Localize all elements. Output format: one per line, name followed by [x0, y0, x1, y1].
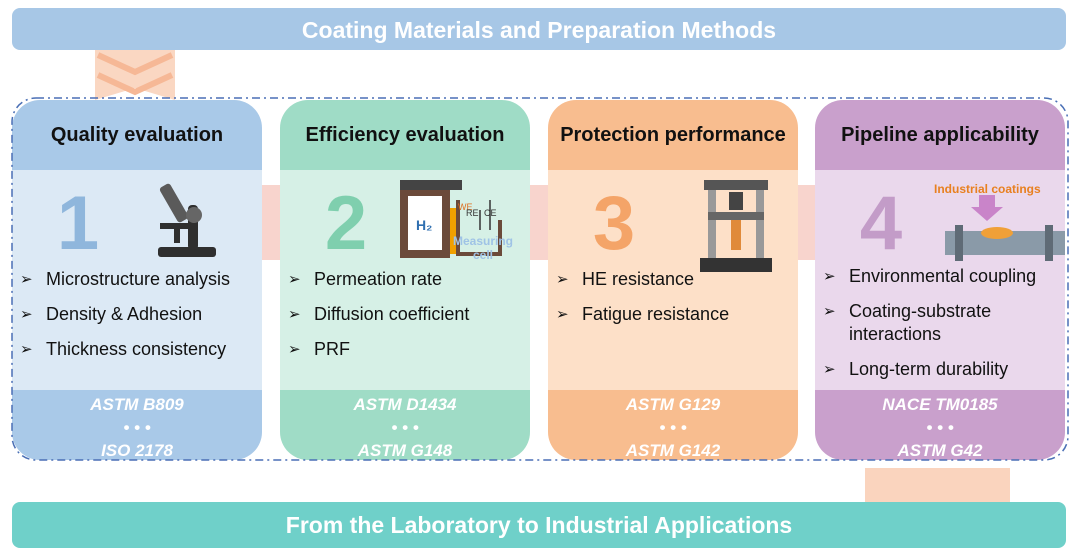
standard: • • •: [123, 418, 151, 437]
card-title: Pipeline applicability: [841, 124, 1039, 146]
standard: ASTM B809: [90, 395, 184, 414]
list-item: ➢ Microstructure analysis: [20, 268, 256, 291]
list-item: ➢ Long-term durability: [823, 358, 1059, 381]
item-text: Thickness consistency: [46, 339, 227, 359]
coating-label: Industrial coatings: [934, 182, 1041, 196]
item-text: Density & Adhesion: [46, 304, 203, 324]
microscope-icon: [158, 183, 216, 257]
list-item: ➢ HE resistance: [556, 268, 792, 291]
item-text: HE resistance: [582, 269, 695, 289]
item-list: ➢ Permeation rate ➢ Diffusion coefficient ➢ P…: [288, 268, 524, 373]
chevron: [96, 52, 174, 96]
list-item: ➢ Permeation rate: [288, 268, 524, 291]
cell-icon: [400, 180, 502, 258]
bullet: ➢: [20, 271, 33, 288]
bullet: ➢: [20, 341, 33, 358]
electrode-label: WE: [458, 202, 473, 212]
header-bar: [12, 8, 1066, 50]
bullet: ➢: [288, 271, 301, 288]
card-number: 2: [324, 181, 368, 266]
item-text: Microstructure analysis: [46, 269, 231, 289]
card-title: Protection performance: [560, 124, 786, 146]
list-item: ➢ Environmental coupling: [823, 265, 1059, 288]
standard: ASTM G129: [625, 395, 721, 414]
cell-label: Measuring cell: [452, 234, 513, 262]
list-item: ➢ Coating-substrate interactions: [823, 300, 1059, 346]
item-text: Environmental coupling: [849, 266, 1037, 286]
header-title: Coating Materials and Preparation Method…: [301, 17, 777, 43]
bullet: ➢: [288, 341, 301, 358]
list-item: ➢ Density & Adhesion: [20, 303, 256, 326]
footer-bar: [12, 502, 1066, 548]
list-item: ➢ Fatigue resistance: [556, 303, 792, 326]
item-text: Permeation rate: [314, 269, 443, 289]
electrode-label: CE: [484, 208, 497, 218]
item-text: Fatigue resistance: [582, 304, 730, 324]
gas-label: H₂: [416, 217, 433, 233]
standard: • • •: [391, 418, 419, 437]
standard: ASTM G42: [897, 441, 983, 460]
card-body: [815, 170, 1065, 390]
standard: ASTM D1434: [353, 395, 457, 414]
list-item: ➢ PRF: [288, 338, 524, 361]
standard: ASTM G148: [357, 441, 453, 460]
item-text: Diffusion coefficient: [314, 304, 470, 324]
card-number: 1: [56, 181, 100, 266]
standard: • • •: [926, 418, 954, 437]
bullet: ➢: [556, 271, 569, 288]
list-item: ➢ Diffusion coefficient: [288, 303, 524, 326]
bullet: ➢: [20, 306, 33, 323]
bullet: ➢: [556, 306, 569, 323]
card-body: [12, 170, 262, 390]
standard: • • •: [659, 418, 687, 437]
bullet: ➢: [823, 303, 836, 320]
card-number: 4: [859, 181, 903, 266]
standard: ASTM G142: [625, 441, 721, 460]
item-text: PRF: [314, 339, 350, 359]
item-list: ➢ Microstructure analysis ➢ Density & Adhes…: [20, 268, 256, 373]
footer-title: From the Laboratory to Industrial Applic…: [285, 512, 793, 538]
standard: NACE TM0185: [882, 395, 998, 414]
tensile-icon: [700, 180, 772, 272]
card-number: 3: [592, 181, 636, 266]
item-text: Coating-substrate interactions: [849, 301, 992, 344]
card-title: Quality evaluation: [50, 124, 224, 146]
pipe-icon: [945, 195, 1065, 261]
bullet: ➢: [823, 361, 836, 378]
dashed-frame: [11, 97, 1069, 461]
standard: ISO 2178: [101, 441, 173, 460]
bullet: ➢: [288, 306, 301, 323]
list-item: ➢ Thickness consistency: [20, 338, 256, 361]
electrode-label: RE: [466, 208, 479, 218]
item-text: Long-term durability: [849, 359, 1009, 379]
item-list: ➢ Environmental coupling ➢ Coating-substrat…: [823, 265, 1059, 393]
bullet: ➢: [823, 268, 836, 285]
item-list: ➢ HE resistance ➢ Fatigue resistance: [556, 268, 792, 338]
card-title: Efficiency evaluation: [305, 124, 505, 146]
